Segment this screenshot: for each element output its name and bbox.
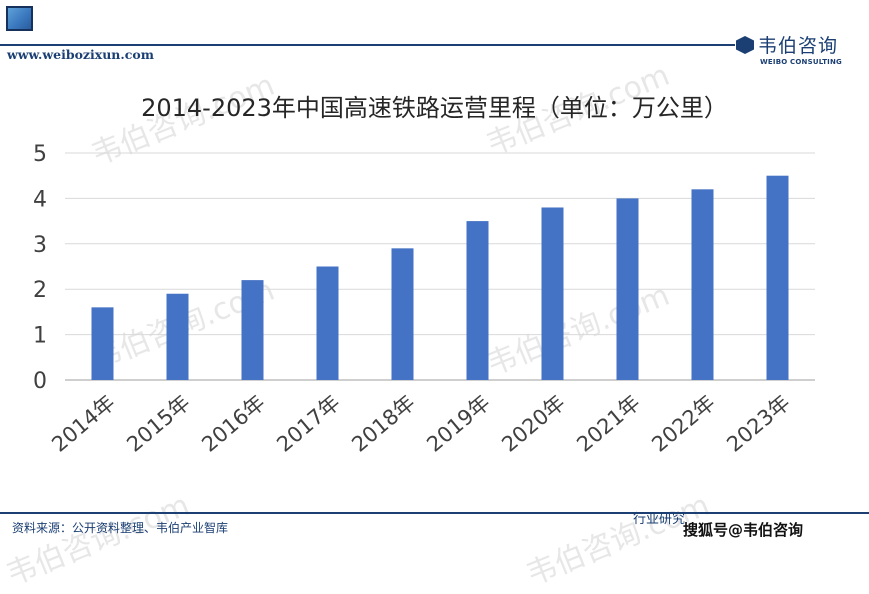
y-tick-label: 5 bbox=[33, 142, 47, 167]
x-tick-label: 2020年 bbox=[497, 390, 569, 456]
x-tick-label: 2015年 bbox=[122, 390, 194, 456]
y-tick-label: 1 bbox=[33, 324, 47, 349]
x-tick-label: 2016年 bbox=[197, 390, 269, 456]
brand-name-en: WEIBO CONSULTING bbox=[760, 58, 842, 66]
bar bbox=[316, 266, 339, 380]
footer-tagline: 行业研究 bbox=[633, 512, 686, 527]
bar bbox=[241, 280, 264, 380]
x-tick-label: 2019年 bbox=[422, 390, 494, 456]
bar bbox=[691, 189, 714, 380]
brand-name-cn: 韦伯咨询 bbox=[758, 35, 839, 57]
x-tick-label: 2022年 bbox=[647, 390, 719, 456]
x-tick-label: 2023年 bbox=[722, 390, 794, 456]
bar bbox=[166, 293, 189, 380]
footer-divider bbox=[0, 512, 869, 514]
bar bbox=[91, 307, 114, 380]
bar bbox=[391, 248, 414, 380]
x-tick-label: 2017年 bbox=[272, 390, 344, 456]
chart-title: 2014-2023年中国高速铁路运营里程（单位：万公里） bbox=[141, 94, 728, 122]
y-tick-label: 4 bbox=[33, 187, 47, 212]
site-url[interactable]: www.weibozixun.com bbox=[7, 47, 154, 62]
bar bbox=[541, 207, 564, 380]
source-note: 资料来源：公开资料整理、韦伯产业智库 bbox=[12, 521, 229, 535]
x-tick-label: 2021年 bbox=[572, 390, 644, 456]
bar bbox=[466, 221, 489, 380]
bar bbox=[616, 198, 639, 380]
bar bbox=[766, 175, 789, 380]
x-tick-label: 2018年 bbox=[347, 390, 419, 456]
y-tick-label: 0 bbox=[33, 369, 47, 394]
y-tick-label: 3 bbox=[33, 233, 47, 258]
y-tick-label: 2 bbox=[33, 278, 47, 303]
x-tick-label: 2014年 bbox=[47, 390, 119, 456]
corner-logo-square bbox=[6, 6, 33, 31]
platform-handle: 搜狐号@韦伯咨询 bbox=[683, 521, 804, 539]
header-divider bbox=[0, 44, 735, 46]
brand-logo-icon bbox=[736, 36, 754, 54]
